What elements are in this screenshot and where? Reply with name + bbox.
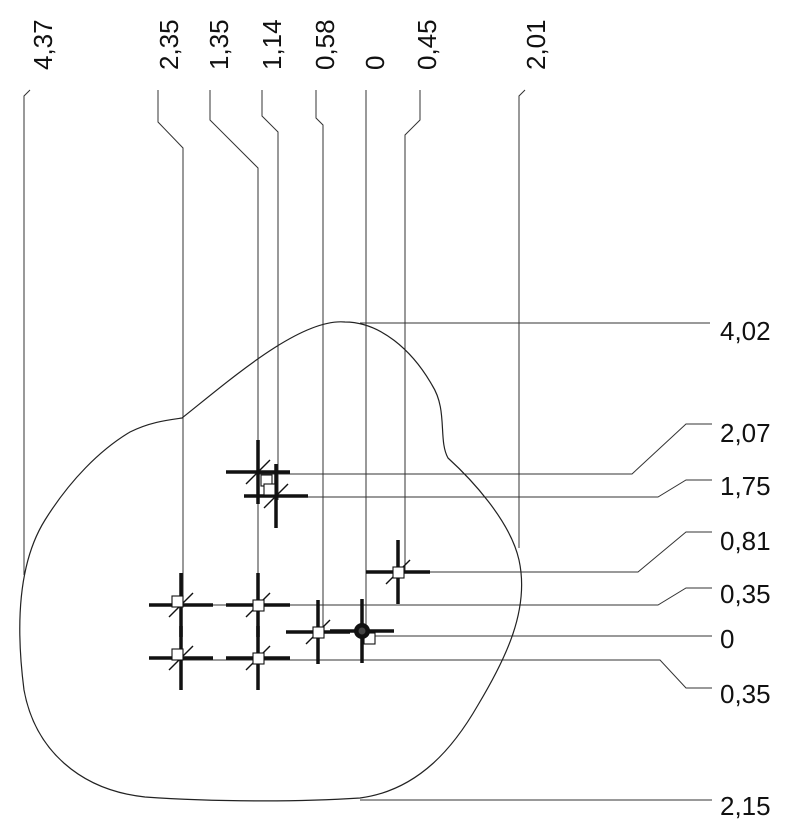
survey-markers xyxy=(149,440,430,690)
right-dim-label: 4,02 xyxy=(720,316,771,346)
right-dim-label: 0,81 xyxy=(720,526,771,556)
right-dim-label: 0,35 xyxy=(720,579,771,609)
leader-line xyxy=(280,479,712,498)
right-dim-label: 0 xyxy=(720,624,734,654)
leader-line xyxy=(209,90,259,660)
top-dim-label: 4,37 xyxy=(28,19,58,70)
right-dimension-labels: 4,02 2,07 1,75 0,81 0,35 0 0,35 2,15 xyxy=(720,316,771,821)
top-dim-label: 1,14 xyxy=(257,19,287,70)
leader-line xyxy=(183,587,712,606)
top-dim-label: 0,45 xyxy=(412,19,442,70)
cross-marker xyxy=(226,626,290,690)
top-leader-lines xyxy=(23,89,526,660)
leader-line xyxy=(157,90,184,605)
leader-line xyxy=(258,423,712,475)
leader-line xyxy=(23,89,31,575)
top-dim-label: 2,35 xyxy=(154,19,184,70)
leader-line xyxy=(404,90,421,572)
top-dimension-labels: 4,37 2,35 1,35 1,14 0,58 0 0,45 2,01 xyxy=(28,19,551,70)
boundary-outline xyxy=(19,321,523,802)
cross-marker xyxy=(226,440,290,504)
cross-marker xyxy=(149,626,213,690)
top-dim-label: 0 xyxy=(360,56,390,70)
right-leader-lines xyxy=(183,322,712,801)
right-dim-label: 2,15 xyxy=(720,791,771,821)
leader-line xyxy=(518,89,526,548)
top-dim-label: 2,01 xyxy=(521,19,551,70)
top-dim-label: 1,35 xyxy=(204,19,234,70)
leader-line xyxy=(400,531,712,573)
leader-line xyxy=(261,90,279,500)
top-dim-label: 0,58 xyxy=(310,19,340,70)
right-dim-label: 2,07 xyxy=(720,418,771,448)
right-dim-label: 1,75 xyxy=(720,471,771,501)
cross-marker xyxy=(366,540,430,604)
origin-marker xyxy=(330,599,394,663)
right-dim-label: 0,35 xyxy=(720,679,771,709)
leader-line xyxy=(183,659,712,689)
cross-marker xyxy=(244,464,308,528)
leader-line xyxy=(315,90,324,632)
